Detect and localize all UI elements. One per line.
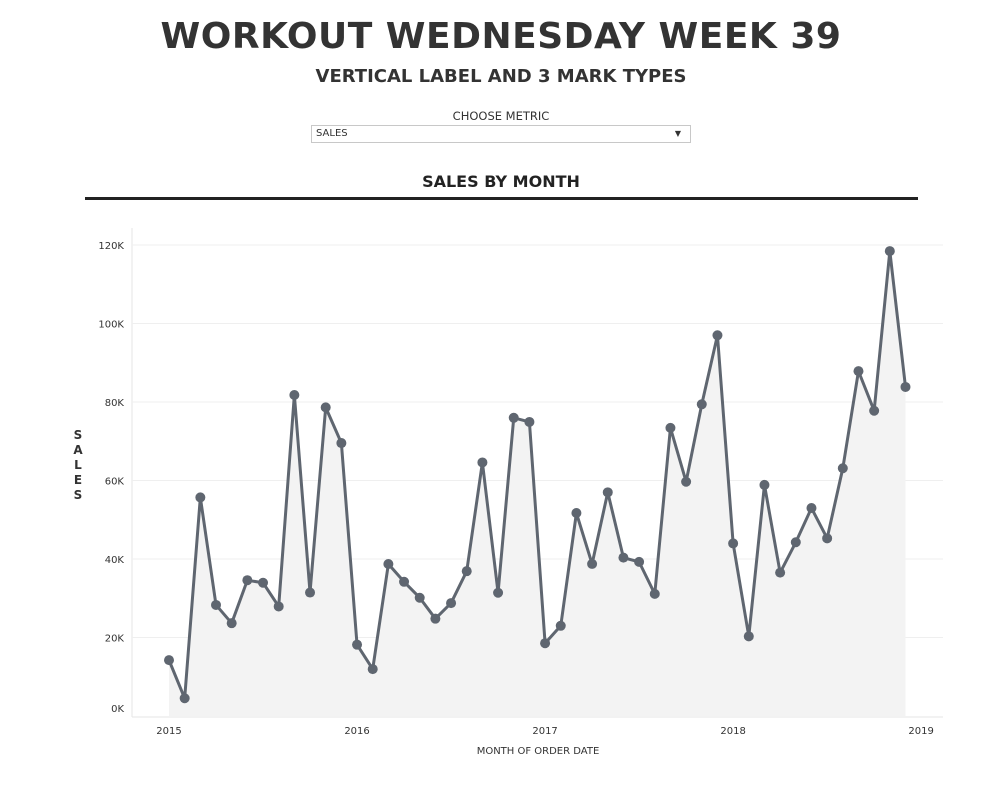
data-point xyxy=(571,508,582,519)
y-tick-label: 120K xyxy=(98,241,124,252)
data-point xyxy=(320,402,331,413)
y-axis-label-letter: L xyxy=(74,458,82,472)
data-point xyxy=(477,457,488,468)
y-tick-label: 0K xyxy=(111,704,124,715)
metric-dropdown[interactable]: SALES ▼ xyxy=(311,125,691,143)
data-point xyxy=(524,416,535,427)
data-point xyxy=(806,503,817,514)
data-point xyxy=(164,655,174,666)
data-point xyxy=(493,587,504,598)
data-point xyxy=(618,552,629,563)
y-tick-label: 60K xyxy=(105,477,125,488)
data-point xyxy=(681,476,692,487)
y-axis-label-letter: A xyxy=(73,443,83,457)
x-tick-label: 2016 xyxy=(344,726,369,737)
data-point xyxy=(352,639,363,650)
data-point xyxy=(634,556,645,567)
x-tick-label: 2019 xyxy=(908,726,933,737)
data-point xyxy=(853,366,864,377)
sales-line xyxy=(167,249,907,700)
data-point xyxy=(602,487,613,498)
data-point xyxy=(258,577,269,588)
data-point xyxy=(461,566,472,577)
data-point xyxy=(540,638,551,649)
title-divider xyxy=(85,197,918,200)
data-point xyxy=(305,587,316,598)
data-point xyxy=(273,601,284,612)
data-point xyxy=(226,618,237,629)
data-point xyxy=(430,613,441,624)
data-point xyxy=(555,620,566,631)
data-point xyxy=(179,693,190,704)
data-point xyxy=(195,492,206,503)
data-point xyxy=(649,588,660,599)
data-point xyxy=(837,463,848,474)
chevron-down-icon[interactable]: ▼ xyxy=(674,129,681,138)
data-point xyxy=(289,390,300,401)
data-point xyxy=(790,537,801,548)
data-point xyxy=(383,559,394,570)
y-axis-label-letter: S xyxy=(73,488,83,502)
y-tick-label: 80K xyxy=(105,398,125,409)
sales-area xyxy=(169,251,906,716)
y-axis-label-letter: S xyxy=(73,428,83,442)
data-point xyxy=(712,330,723,341)
data-point xyxy=(242,575,253,586)
dashboard-subtitle: VERTICAL LABEL AND 3 MARK TYPES xyxy=(315,66,687,87)
x-tick-label: 2015 xyxy=(156,726,181,737)
data-point xyxy=(822,533,833,544)
x-axis-label: MONTH OF ORDER DATE xyxy=(476,746,600,757)
data-point xyxy=(869,405,880,416)
data-point xyxy=(743,631,754,642)
data-point xyxy=(728,538,739,549)
x-tick-label: 2017 xyxy=(532,726,557,737)
data-point xyxy=(775,567,786,578)
chart-title: SALES BY MONTH xyxy=(422,172,580,191)
data-point xyxy=(759,479,770,490)
y-axis-label-letter: E xyxy=(73,473,83,487)
data-point xyxy=(399,576,410,587)
dashboard-title: WORKOUT WEDNESDAY WEEK 39 xyxy=(160,16,842,57)
data-point xyxy=(587,558,598,569)
data-point xyxy=(665,422,676,433)
data-point xyxy=(696,399,707,410)
choose-metric-label: CHOOSE METRIC xyxy=(452,109,550,123)
data-point xyxy=(900,381,911,392)
data-point xyxy=(446,598,457,609)
data-point xyxy=(508,412,519,423)
data-point xyxy=(884,246,895,257)
data-point xyxy=(367,664,378,675)
data-point xyxy=(414,592,425,603)
data-point xyxy=(336,438,347,449)
y-tick-label: 40K xyxy=(105,555,125,566)
x-tick-label: 2018 xyxy=(720,726,745,737)
metric-dropdown-value: SALES xyxy=(316,128,348,139)
y-tick-label: 100K xyxy=(98,320,124,331)
y-tick-label: 20K xyxy=(105,634,125,645)
data-point xyxy=(211,599,222,610)
